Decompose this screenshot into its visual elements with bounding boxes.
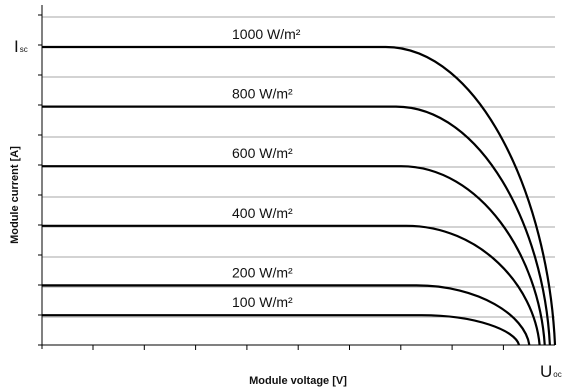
isc-label: Isc bbox=[14, 37, 28, 56]
uoc-label: Uoc bbox=[540, 362, 562, 381]
iv-curve bbox=[42, 45, 557, 346]
uoc-label-sub: oc bbox=[553, 370, 561, 379]
series-label: 1000 W/m² bbox=[232, 26, 301, 42]
isc-label-sub: sc bbox=[20, 45, 28, 54]
y-axis-label: Module current [A] bbox=[9, 146, 21, 244]
iv-curve bbox=[42, 165, 546, 346]
curve-labels: 1000 W/m² 800 W/m² 600 W/m² 400 W/m² 200 W/m… bbox=[232, 26, 301, 310]
iv-curve bbox=[42, 284, 531, 346]
iv-curve bbox=[42, 314, 521, 346]
iv-curve bbox=[42, 224, 541, 346]
series-label: 800 W/m² bbox=[232, 86, 293, 102]
isc-label-main: I bbox=[14, 37, 19, 56]
axes bbox=[38, 5, 555, 350]
uoc-label-main: U bbox=[540, 362, 552, 381]
x-axis-label: Module voltage [V] bbox=[249, 375, 347, 387]
curves bbox=[42, 45, 557, 346]
series-label: 400 W/m² bbox=[232, 205, 293, 221]
series-label: 600 W/m² bbox=[232, 145, 293, 161]
iv-curve bbox=[42, 105, 551, 346]
series-label: 100 W/m² bbox=[232, 294, 293, 310]
series-label: 200 W/m² bbox=[232, 264, 293, 280]
